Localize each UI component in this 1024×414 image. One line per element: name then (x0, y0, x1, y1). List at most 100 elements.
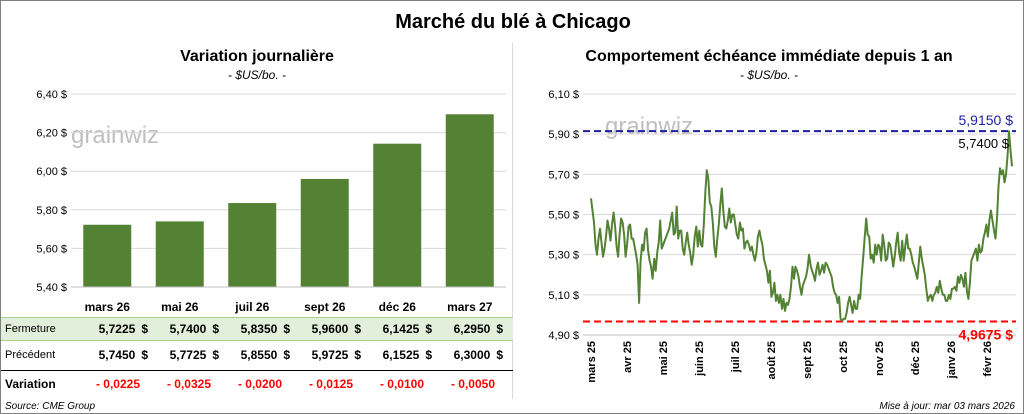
precedent-value: 5,8550 (240, 348, 278, 362)
fermeture-value: 6,2950 (453, 322, 491, 336)
bar-x-tick-label: juil 26 (234, 300, 269, 314)
bar-1 (155, 221, 204, 287)
line-chart: grainwiz 4,90 $ 5,10 $ 5,30 $ 5,50 $ 5,70 $ 5… (548, 89, 1016, 383)
line-x-tick-label: juin 25 (694, 341, 706, 377)
min-value-label: 4,9675 $ (959, 326, 1014, 342)
variation-cell: - 0,0225 (85, 377, 156, 391)
bar-x-tick-label: mai 26 (161, 300, 199, 314)
line-y-tick-label: 5,10 $ (548, 290, 579, 302)
variation-cell: - 0,0325 (156, 377, 227, 391)
left-chart-subtitle: - $US/bo. - (227, 68, 287, 82)
bar-5 (445, 114, 494, 287)
right-chart-subtitle: - $US/bo. - (739, 68, 799, 82)
fermeture-currency: $ (425, 322, 432, 336)
fermeture-value: 5,7225 (98, 322, 136, 336)
bar-y-tick-label: 5,40 $ (36, 282, 67, 294)
line-x-tick-label: déc 25 (910, 341, 922, 375)
price-series-line (590, 130, 1013, 322)
variation-value: - 0,0125 (308, 376, 353, 391)
line-y-tick-label: 5,30 $ (548, 250, 579, 262)
line-x-tick-label: janv 26 (946, 341, 958, 379)
left-chart-title: Variation journalière (180, 48, 334, 65)
line-x-tick-label: mars 25 (586, 341, 598, 383)
precedent-currency: $ (141, 348, 148, 362)
variation-value: - 0,0100 (379, 376, 424, 391)
fermeture-currency: $ (496, 322, 503, 336)
watermark-right: grainwiz (605, 113, 693, 140)
precedent-currency: $ (496, 348, 503, 362)
variation-value: - 0,0325 (166, 376, 211, 391)
fermeture-cell: 5,8350 $ (227, 322, 298, 336)
right-chart-title: Comportement échéance immédiate depuis 1… (585, 48, 953, 65)
fermeture-value: 6,1425 (382, 322, 420, 336)
precedent-value: 6,3000 (453, 348, 491, 362)
row-variation: Variation - 0,0225 - 0,0325 - 0,0200 - 0,01… (1, 370, 513, 396)
precedent-cell: 5,8550 $ (227, 348, 298, 362)
variation-value: - 0,0050 (450, 376, 495, 391)
watermark-left: grainwiz (71, 122, 159, 149)
fermeture-cell: 5,9600 $ (298, 322, 369, 336)
precedent-currency: $ (425, 348, 432, 362)
precedent-cell: 5,7725 $ (156, 348, 227, 362)
fermeture-currency: $ (212, 322, 219, 336)
precedent-currency: $ (354, 348, 361, 362)
main-title: Marché du blé à Chicago (395, 11, 631, 33)
line-x-tick-label: août 25 (766, 341, 778, 380)
bar-x-tick-label: mars 27 (447, 300, 493, 314)
bar-x-tick-label: sept 26 (304, 300, 346, 314)
precedent-value: 5,7450 (98, 348, 136, 362)
source-note: Source: CME Group (5, 401, 96, 412)
precedent-cell: 6,3000 $ (440, 348, 511, 362)
max-value-label: 5,9150 $ (959, 112, 1014, 128)
fermeture-value: 5,7400 (169, 322, 207, 336)
fermeture-value: 5,8350 (240, 322, 278, 336)
bar-x-tick-label: mars 26 (85, 300, 131, 314)
row-fermeture: Fermeture 5,7225 $5,7400 $5,8350 $5,9600 $6,… (1, 317, 513, 341)
line-x-tick-label: mai 25 (658, 341, 670, 375)
fermeture-currency: $ (283, 322, 290, 336)
precedent-value: 5,9725 (311, 348, 349, 362)
variation-cell: - 0,0050 (440, 377, 511, 391)
precedent-value: 6,1525 (382, 348, 420, 362)
fermeture-cell: 6,1425 $ (369, 322, 440, 336)
bar-y-tick-label: 6,40 $ (36, 89, 67, 101)
fermeture-currency: $ (141, 322, 148, 336)
line-x-tick-label: févr 26 (982, 341, 994, 376)
bar-y-tick-label: 5,60 $ (36, 243, 67, 255)
variation-cell: - 0,0200 (227, 377, 298, 391)
fermeture-cell: 6,2950 $ (440, 322, 511, 336)
update-note: Mise à jour: mar 03 mars 2026 (879, 401, 1015, 412)
fermeture-cell: 5,7400 $ (156, 322, 227, 336)
fermeture-value: 5,9600 (311, 322, 349, 336)
line-x-tick-label: avr 25 (622, 341, 634, 373)
line-x-tick-label: juil 25 (730, 341, 742, 373)
precedent-value: 5,7725 (169, 348, 207, 362)
line-x-tick-label: nov 25 (874, 341, 886, 376)
precedent-cell: 6,1525 $ (369, 348, 440, 362)
precedent-cell: 5,7450 $ (85, 348, 156, 362)
bar-4 (373, 143, 422, 287)
line-y-tick-label: 6,10 $ (548, 89, 579, 101)
line-y-tick-label: 5,90 $ (548, 129, 579, 141)
last-value-label: 5,7400 $ (958, 136, 1009, 151)
bar-2 (228, 203, 277, 287)
bar-x-tick-label: déc 26 (379, 300, 417, 314)
variation-value: - 0,0225 (95, 376, 140, 391)
fermeture-cell: 5,7225 $ (85, 322, 156, 336)
bar-y-tick-label: 6,00 $ (36, 166, 67, 178)
line-y-tick-label: 5,50 $ (548, 210, 579, 222)
bar-y-tick-label: 5,80 $ (36, 205, 67, 217)
row-precedent: Précédent 5,7450 $5,7725 $5,8550 $5,9725 $6,… (1, 343, 513, 367)
fermeture-currency: $ (354, 322, 361, 336)
precedent-cell: 5,9725 $ (298, 348, 369, 362)
line-y-tick-label: 4,90 $ (548, 330, 579, 342)
line-y-tick-label: 5,70 $ (548, 169, 579, 181)
precedent-currency: $ (212, 348, 219, 362)
line-x-tick-label: oct 25 (838, 341, 850, 373)
bar-0 (83, 224, 132, 287)
bar-chart: grainwiz 5,40 $ 5,60 $ 5,80 $ 6,00 $ 6,20 $ 6… (36, 89, 506, 314)
line-x-tick-label: sept 25 (802, 341, 814, 379)
bar-3 (300, 178, 349, 287)
precedent-currency: $ (283, 348, 290, 362)
